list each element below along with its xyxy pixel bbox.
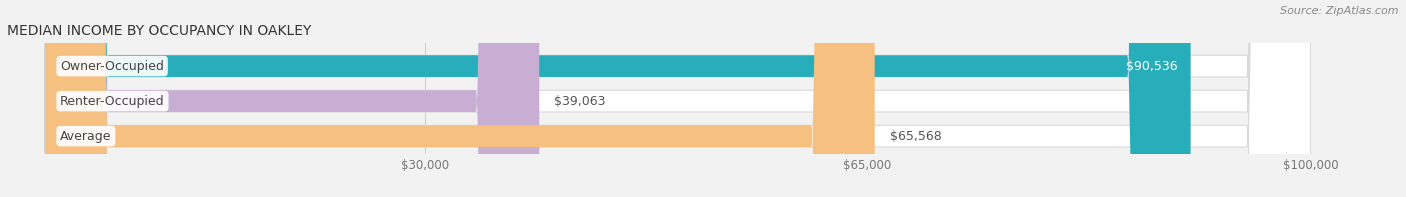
FancyBboxPatch shape: [45, 0, 1191, 197]
FancyBboxPatch shape: [45, 0, 875, 197]
Text: $90,536: $90,536: [1126, 60, 1178, 73]
Text: MEDIAN INCOME BY OCCUPANCY IN OAKLEY: MEDIAN INCOME BY OCCUPANCY IN OAKLEY: [7, 24, 311, 38]
Text: $65,568: $65,568: [890, 130, 942, 143]
FancyBboxPatch shape: [45, 0, 1310, 197]
FancyBboxPatch shape: [45, 0, 1310, 197]
FancyBboxPatch shape: [45, 0, 540, 197]
Text: Source: ZipAtlas.com: Source: ZipAtlas.com: [1281, 6, 1399, 16]
Text: Average: Average: [60, 130, 111, 143]
Text: Renter-Occupied: Renter-Occupied: [60, 95, 165, 108]
FancyBboxPatch shape: [45, 0, 1310, 197]
Text: Owner-Occupied: Owner-Occupied: [60, 60, 165, 73]
Text: $39,063: $39,063: [554, 95, 606, 108]
